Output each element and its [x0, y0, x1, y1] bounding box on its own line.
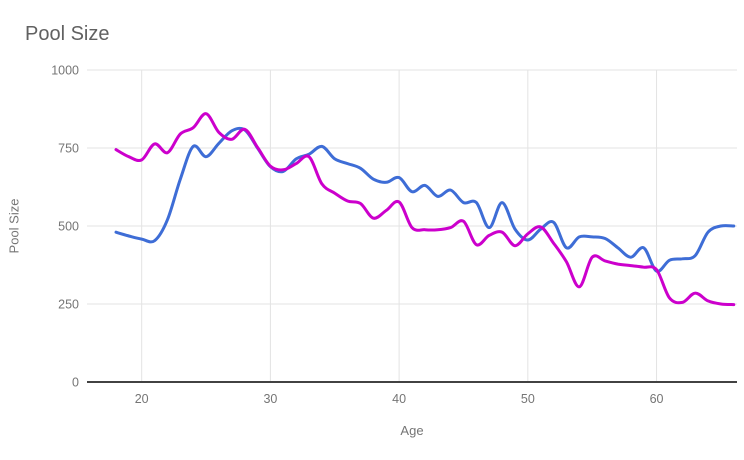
series-2-line [114, 112, 736, 307]
x-tick-label: 30 [263, 392, 277, 406]
y-tick-label: 500 [58, 220, 79, 234]
x-tick-label: 60 [650, 392, 664, 406]
series-1-line [114, 126, 736, 273]
y-tick-label: 250 [58, 298, 79, 312]
y-tick-label: 750 [58, 142, 79, 156]
y-tick-label: 1000 [51, 64, 79, 78]
y-axis-title: Pool Size [6, 198, 22, 254]
x-axis-title: Age [400, 423, 424, 438]
y-tick-label: 0 [72, 376, 79, 390]
chart-title: Pool Size [25, 23, 110, 45]
x-tick-label: 20 [135, 392, 149, 406]
x-tick-label: 40 [392, 392, 406, 406]
x-tick-label: 50 [521, 392, 535, 406]
